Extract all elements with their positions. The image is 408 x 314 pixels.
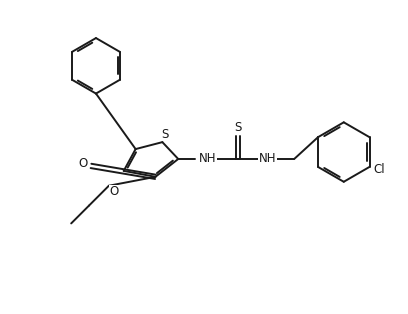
Text: S: S <box>162 128 169 141</box>
Text: O: O <box>78 157 88 171</box>
Text: O: O <box>109 185 118 198</box>
Text: NH: NH <box>259 153 276 165</box>
Text: S: S <box>234 121 242 134</box>
Text: Cl: Cl <box>374 163 385 176</box>
Text: NH: NH <box>199 153 217 165</box>
